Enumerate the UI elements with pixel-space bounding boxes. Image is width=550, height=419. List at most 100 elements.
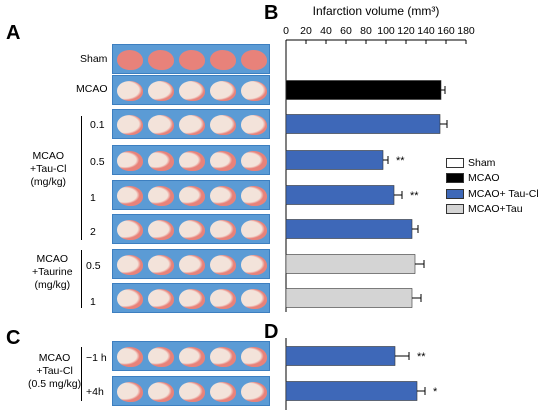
bracket-time (81, 347, 82, 401)
bar-taucl (285, 114, 441, 134)
label-dose-0-1: 0.1 (90, 119, 105, 131)
bar-tau (285, 254, 416, 274)
label-time-plus4h: +4h (86, 386, 104, 398)
brain-slice (210, 81, 236, 101)
brain-slice (210, 347, 236, 367)
x-tick-label: 160 (437, 25, 455, 37)
brain-slice (148, 186, 174, 206)
brain-slice (117, 81, 143, 101)
brain-slice (148, 289, 174, 309)
panel-letter-b: B (264, 2, 279, 24)
label-time-line1: MCAO (38, 352, 71, 364)
panel-letter-a: A (6, 22, 21, 44)
bar-taucl (285, 219, 413, 239)
chart-title: Infarction volume (mm³) (313, 4, 440, 18)
legend-label-mcao: MCAO (468, 172, 500, 185)
bar-taucl (285, 185, 395, 205)
label-sham: Sham (80, 53, 108, 65)
panel-letter-c: C (6, 327, 21, 349)
brain-slice (210, 50, 236, 70)
brain-slice-row (112, 44, 270, 74)
brain-slice-row (112, 180, 270, 210)
brain-slice (117, 382, 143, 402)
brain-slice (179, 220, 205, 240)
bar-taucl (285, 150, 384, 170)
label-taurine-line3: (mg/kg) (34, 279, 71, 292)
label-mcao: MCAO (76, 83, 108, 95)
brain-slice (241, 255, 267, 275)
legend-label-taucl: MCAO+ Tau-Cl (468, 187, 539, 200)
legend-item-mcao: MCAO (446, 171, 539, 187)
x-tick-label: 20 (300, 25, 312, 37)
label-taurine-1: 1 (90, 296, 96, 308)
brain-slice (117, 115, 143, 135)
brain-slice (117, 186, 143, 206)
x-tick-label: 140 (417, 25, 435, 37)
brain-slice-row (112, 376, 270, 406)
brain-slice (148, 382, 174, 402)
legend-item-taucl: MCAO+ Tau-Cl (446, 186, 539, 202)
brain-slice (210, 186, 236, 206)
brain-slice (179, 347, 205, 367)
legend-swatch-taucl (446, 188, 464, 199)
bar-tau (285, 288, 413, 308)
brain-slice (148, 347, 174, 367)
brain-slice (179, 255, 205, 275)
brain-slice (148, 50, 174, 70)
brain-slice-row (112, 214, 270, 244)
brain-slice (210, 151, 236, 171)
label-taucl-line2: +Tau-Cl (30, 163, 67, 176)
brain-slice (179, 50, 205, 70)
brain-slice (241, 220, 267, 240)
legend-swatch-sham (446, 157, 464, 168)
label-taurine-0-5: 0.5 (86, 260, 101, 272)
label-dose-0-5: 0.5 (90, 156, 105, 168)
label-taucl-group: MCAO +Tau-Cl (mg/kg) (30, 150, 66, 189)
brain-slice (241, 186, 267, 206)
legend-swatch-mcao (446, 173, 464, 184)
bar-taucl (285, 346, 396, 366)
label-taucl-line3: (mg/kg) (30, 176, 67, 189)
brain-slice (241, 382, 267, 402)
significance-marker: * (433, 386, 438, 398)
brain-slice-row (112, 249, 270, 279)
brain-slice (241, 81, 267, 101)
chart-legend: Sham MCAO MCAO+ Tau-Cl MCAO+Tau (446, 155, 539, 217)
brain-slice-row (112, 109, 270, 139)
brain-slice-row (112, 75, 270, 105)
brain-slice (210, 289, 236, 309)
legend-swatch-tau (446, 204, 464, 215)
brain-slice-row (112, 145, 270, 175)
x-tick-label: 0 (283, 25, 289, 37)
brain-slice (117, 347, 143, 367)
brain-slice (241, 151, 267, 171)
brain-slice (148, 151, 174, 171)
bracket-taurine (81, 250, 82, 308)
legend-item-sham: Sham (446, 155, 539, 171)
label-dose-1: 1 (90, 192, 96, 204)
label-dose-2: 2 (90, 226, 96, 238)
label-taurine-line1: MCAO (36, 253, 69, 265)
label-taucl-line1: MCAO (32, 150, 64, 162)
brain-slice (117, 289, 143, 309)
legend-item-tau: MCAO+Tau (446, 202, 539, 218)
brain-slice-row (112, 283, 270, 313)
brain-slice (179, 382, 205, 402)
significance-marker: ** (410, 190, 419, 202)
brain-slice (117, 255, 143, 275)
bar-mcao (285, 80, 442, 100)
brain-slice (241, 115, 267, 135)
x-tick-label: 80 (360, 25, 372, 37)
brain-slice (148, 220, 174, 240)
brain-slice (148, 255, 174, 275)
brain-slice (117, 151, 143, 171)
label-time-line2: +Tau-Cl (36, 365, 73, 378)
bar-taucl (285, 381, 418, 401)
x-tick-label: 180 (457, 25, 475, 37)
label-taurine-group: MCAO +Taurine (mg/kg) (32, 253, 73, 292)
brain-slice (148, 81, 174, 101)
brain-slice (210, 255, 236, 275)
brain-slice (117, 50, 143, 70)
brain-slice (241, 289, 267, 309)
